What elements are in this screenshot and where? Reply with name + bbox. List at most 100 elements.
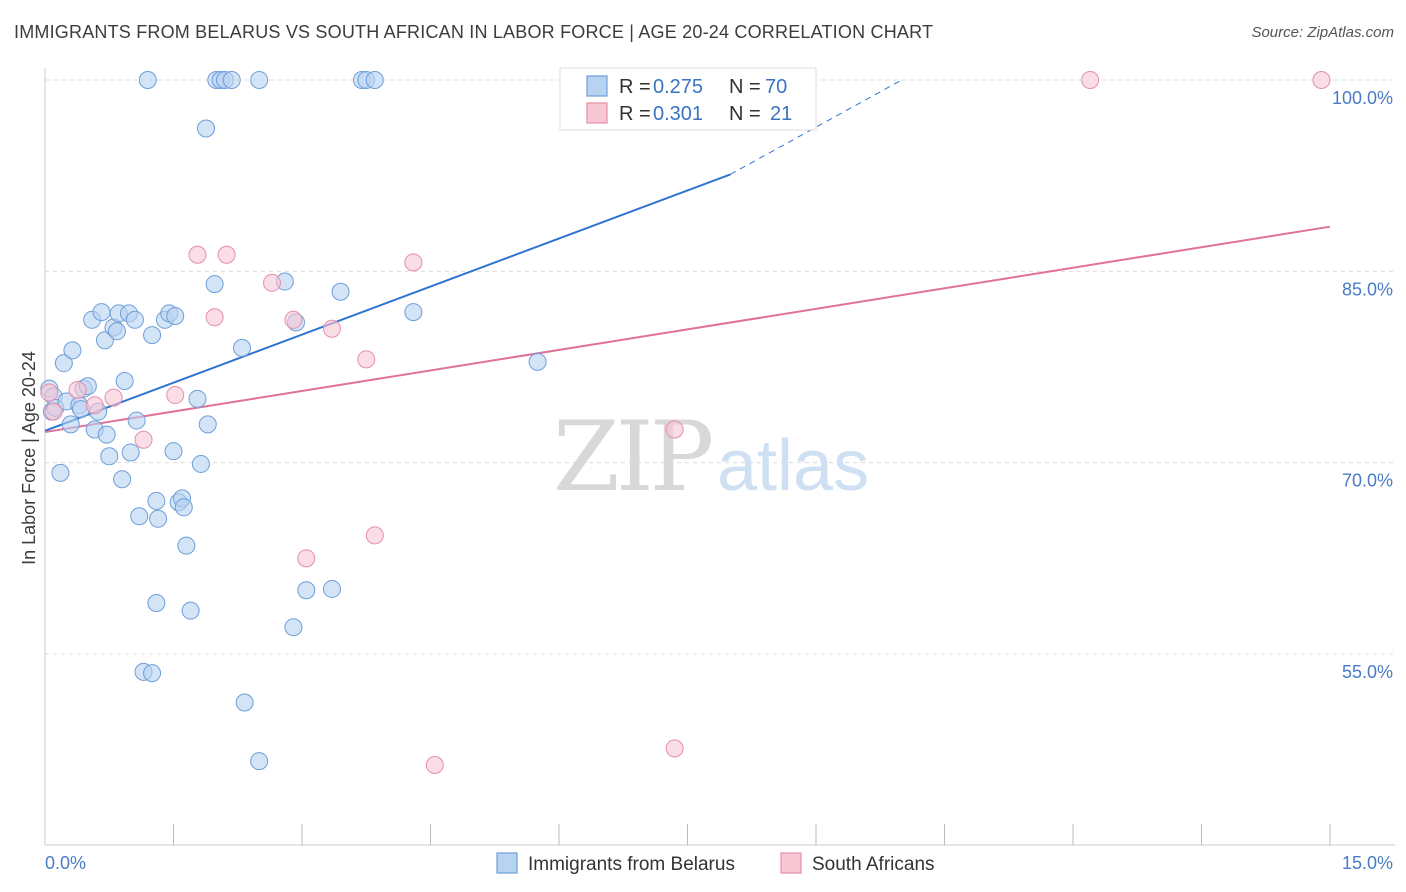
point-belarus <box>164 442 183 461</box>
point-south-africans <box>44 402 63 421</box>
point-south-africans <box>322 319 341 338</box>
series-legend-label-belarus: Immigrants from Belarus <box>528 854 735 875</box>
point-belarus <box>138 71 157 89</box>
series-legend: Immigrants from Belarus South Africans <box>496 852 935 875</box>
legend-r-value-2: 0.301 <box>653 103 703 125</box>
legend-n-value-1: 70 <box>765 76 787 98</box>
point-belarus <box>92 303 111 322</box>
point-south-africans <box>217 245 236 264</box>
series-legend-label-south-africans: South Africans <box>812 854 935 875</box>
point-belarus <box>297 581 316 600</box>
point-belarus <box>130 507 149 526</box>
point-belarus <box>322 579 341 598</box>
point-belarus <box>404 303 423 322</box>
y-tick-label: 85.0% <box>1342 279 1393 299</box>
point-south-africans <box>284 310 303 329</box>
trend-line-belarus <box>44 173 731 432</box>
series-legend-swatch-pink <box>780 852 802 874</box>
point-belarus <box>177 536 196 555</box>
point-belarus <box>100 447 119 466</box>
points-layer <box>40 71 1331 774</box>
legend-n-value-2: 21 <box>770 103 792 125</box>
point-belarus <box>188 389 207 408</box>
point-belarus <box>51 463 70 482</box>
point-belarus <box>365 71 384 89</box>
point-belarus <box>149 509 168 528</box>
point-belarus <box>121 443 140 462</box>
point-south-africans <box>1312 71 1331 89</box>
point-south-africans <box>404 253 423 272</box>
point-south-africans <box>425 755 444 774</box>
chart-title: IMMIGRANTS FROM BELARUS VS SOUTH AFRICAN… <box>14 22 934 42</box>
point-belarus <box>143 326 162 345</box>
point-belarus <box>63 341 82 360</box>
point-belarus <box>181 601 200 620</box>
point-south-africans <box>40 383 59 402</box>
watermark-atlas: atlas <box>717 426 869 506</box>
point-south-africans <box>205 308 224 327</box>
point-belarus <box>97 425 116 444</box>
point-belarus <box>125 310 144 329</box>
legend-swatch-blue <box>586 75 608 97</box>
point-belarus <box>107 322 126 341</box>
point-south-africans <box>665 420 684 439</box>
point-belarus <box>235 693 254 712</box>
trend-line-south-africans <box>44 225 1331 434</box>
x-tick-label: 15.0% <box>1342 853 1393 873</box>
x-tick-label: 0.0% <box>45 853 86 873</box>
legend-r-value-1: 0.275 <box>653 76 703 98</box>
point-belarus <box>250 71 269 89</box>
series-legend-swatch-blue <box>496 852 518 874</box>
point-belarus <box>198 415 217 434</box>
legend-r-label-1: R = <box>619 76 651 98</box>
point-belarus <box>174 498 193 517</box>
point-belarus <box>54 354 73 373</box>
point-south-africans <box>297 549 316 568</box>
point-belarus <box>250 752 269 771</box>
point-belarus <box>233 338 252 357</box>
watermark-zip: ZIP <box>553 401 712 513</box>
stats-legend: R = 0.275 N = 70 R = 0.301 N = 21 <box>559 67 817 131</box>
point-belarus <box>331 282 350 301</box>
point-belarus <box>95 331 114 350</box>
point-south-africans <box>357 350 376 369</box>
point-south-africans <box>166 386 185 405</box>
point-belarus <box>115 372 134 391</box>
point-belarus <box>127 411 146 430</box>
point-belarus <box>147 593 166 612</box>
trend-lines <box>44 79 1331 434</box>
point-belarus <box>284 618 303 637</box>
point-belarus <box>166 306 185 325</box>
point-south-africans <box>188 245 207 264</box>
point-south-africans <box>68 380 87 399</box>
axis-layer: 55.0% 70.0% 85.0% 100.0% 0.0% 15.0% <box>44 68 1395 873</box>
point-belarus <box>205 275 224 294</box>
point-belarus <box>191 454 210 473</box>
legend-n-label-1: N = <box>729 76 761 98</box>
legend-swatch-pink <box>586 102 608 124</box>
legend-n-label-2: N = <box>729 103 761 125</box>
grid-layer <box>45 79 1395 655</box>
watermark: ZIP atlas <box>553 401 869 513</box>
point-belarus <box>197 119 216 138</box>
point-south-africans <box>1081 71 1100 89</box>
point-south-africans <box>85 396 104 415</box>
point-south-africans <box>134 430 153 449</box>
point-belarus <box>143 664 162 683</box>
y-axis-title: In Labor Force | Age 20-24 <box>19 351 39 565</box>
y-tick-label: 55.0% <box>1342 662 1393 682</box>
point-belarus <box>147 491 166 510</box>
point-south-africans <box>365 526 384 545</box>
point-south-africans <box>104 388 123 407</box>
point-belarus <box>61 415 80 434</box>
point-belarus <box>222 71 241 89</box>
point-south-africans <box>263 273 282 292</box>
point-belarus <box>113 470 132 489</box>
point-south-africans <box>665 739 684 758</box>
legend-r-label-2: R = <box>619 103 651 125</box>
chart-source: Source: ZipAtlas.com <box>1251 24 1394 41</box>
y-tick-label: 70.0% <box>1342 471 1393 491</box>
point-belarus <box>528 352 547 371</box>
